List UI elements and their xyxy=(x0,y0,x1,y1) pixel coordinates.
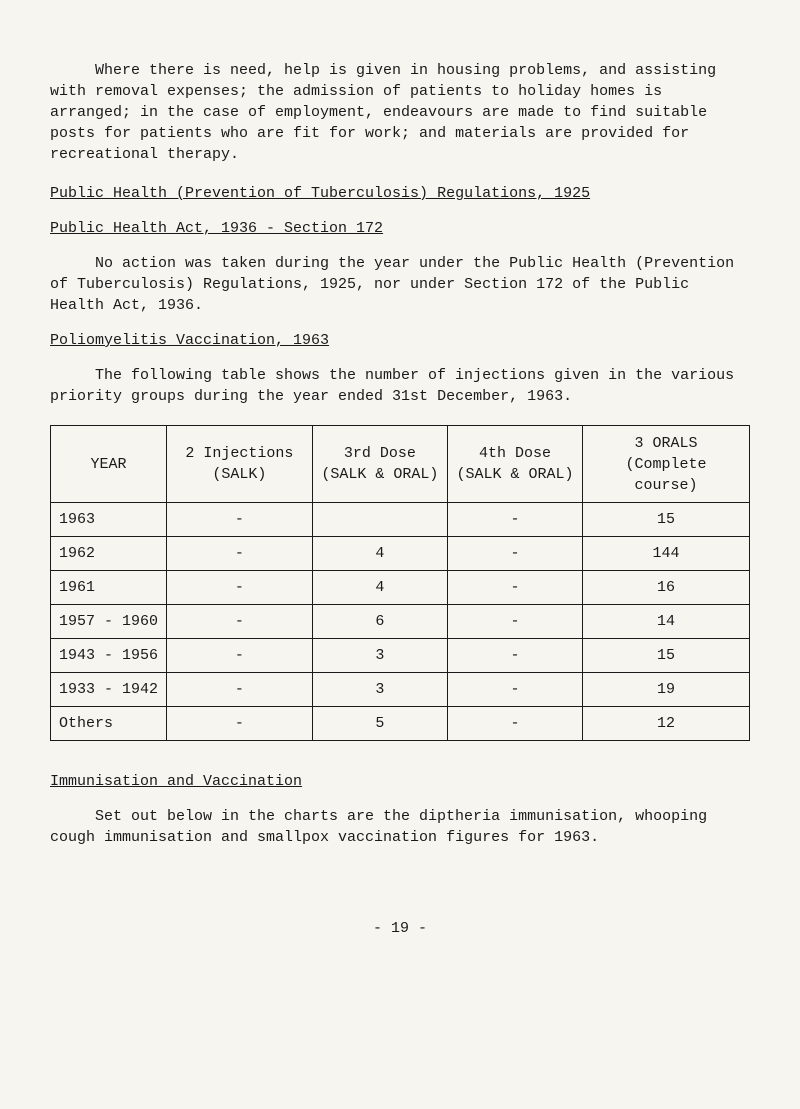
cell-value: - xyxy=(447,673,582,707)
cell-value: 144 xyxy=(583,537,750,571)
table-row: 1962 - 4 - 144 xyxy=(51,537,750,571)
heading-polio-vaccination-text: Poliomyelitis Vaccination, 1963 xyxy=(50,332,329,349)
heading-act-1936: Public Health Act, 1936 - Section 172 xyxy=(50,218,750,239)
heading-regulations-1925: Public Health (Prevention of Tuberculosi… xyxy=(50,183,750,204)
cell-value: - xyxy=(447,605,582,639)
paragraph-table-intro: The following table shows the number of … xyxy=(50,365,750,407)
page-number: - 19 - xyxy=(50,918,750,939)
cell-value: 15 xyxy=(583,503,750,537)
col-header-4th-dose: 4th Dose (SALK & ORAL) xyxy=(447,426,582,503)
cell-value: 14 xyxy=(583,605,750,639)
cell-value: - xyxy=(447,503,582,537)
paragraph-charts-intro: Set out below in the charts are the dipt… xyxy=(50,806,750,848)
cell-value: 4 xyxy=(312,571,447,605)
cell-value: - xyxy=(167,605,313,639)
cell-value: 15 xyxy=(583,639,750,673)
table-row: 1957 - 1960 - 6 - 14 xyxy=(51,605,750,639)
cell-value: 16 xyxy=(583,571,750,605)
cell-value: - xyxy=(447,537,582,571)
col-header-3rd-dose: 3rd Dose (SALK & ORAL) xyxy=(312,426,447,503)
cell-year: 1963 xyxy=(51,503,167,537)
col-header-3-orals: 3 ORALS (Complete course) xyxy=(583,426,750,503)
paragraph-no-action: No action was taken during the year unde… xyxy=(50,253,750,316)
cell-value: 5 xyxy=(312,707,447,741)
table-row: 1933 - 1942 - 3 - 19 xyxy=(51,673,750,707)
cell-value: - xyxy=(167,707,313,741)
cell-value: - xyxy=(447,707,582,741)
injections-table: YEAR 2 Injections (SALK) 3rd Dose (SALK … xyxy=(50,425,750,741)
cell-value: - xyxy=(447,639,582,673)
paragraph-intro: Where there is need, help is given in ho… xyxy=(50,60,750,165)
cell-year: 1957 - 1960 xyxy=(51,605,167,639)
table-row: Others - 5 - 12 xyxy=(51,707,750,741)
col-header-2-injections: 2 Injections (SALK) xyxy=(167,426,313,503)
cell-value xyxy=(312,503,447,537)
heading-immunisation-text: Immunisation and Vaccination xyxy=(50,773,302,790)
cell-value: - xyxy=(167,537,313,571)
table-row: 1961 - 4 - 16 xyxy=(51,571,750,605)
cell-value: 3 xyxy=(312,639,447,673)
cell-value: - xyxy=(167,503,313,537)
heading-polio-vaccination: Poliomyelitis Vaccination, 1963 xyxy=(50,330,750,351)
cell-value: - xyxy=(167,673,313,707)
cell-year: 1961 xyxy=(51,571,167,605)
cell-value: 12 xyxy=(583,707,750,741)
cell-value: - xyxy=(167,639,313,673)
cell-year: 1933 - 1942 xyxy=(51,673,167,707)
cell-value: 3 xyxy=(312,673,447,707)
table-row: 1963 - - 15 xyxy=(51,503,750,537)
cell-year: Others xyxy=(51,707,167,741)
cell-value: 4 xyxy=(312,537,447,571)
cell-value: 19 xyxy=(583,673,750,707)
heading-immunisation: Immunisation and Vaccination xyxy=(50,771,750,792)
heading-act-1936-text: Public Health Act, 1936 - Section 172 xyxy=(50,220,383,237)
col-header-year: YEAR xyxy=(51,426,167,503)
table-row: 1943 - 1956 - 3 - 15 xyxy=(51,639,750,673)
table-header-row: YEAR 2 Injections (SALK) 3rd Dose (SALK … xyxy=(51,426,750,503)
cell-value: - xyxy=(447,571,582,605)
cell-value: 6 xyxy=(312,605,447,639)
cell-year: 1962 xyxy=(51,537,167,571)
cell-year: 1943 - 1956 xyxy=(51,639,167,673)
cell-value: - xyxy=(167,571,313,605)
heading-regulations-1925-text: Public Health (Prevention of Tuberculosi… xyxy=(50,185,590,202)
